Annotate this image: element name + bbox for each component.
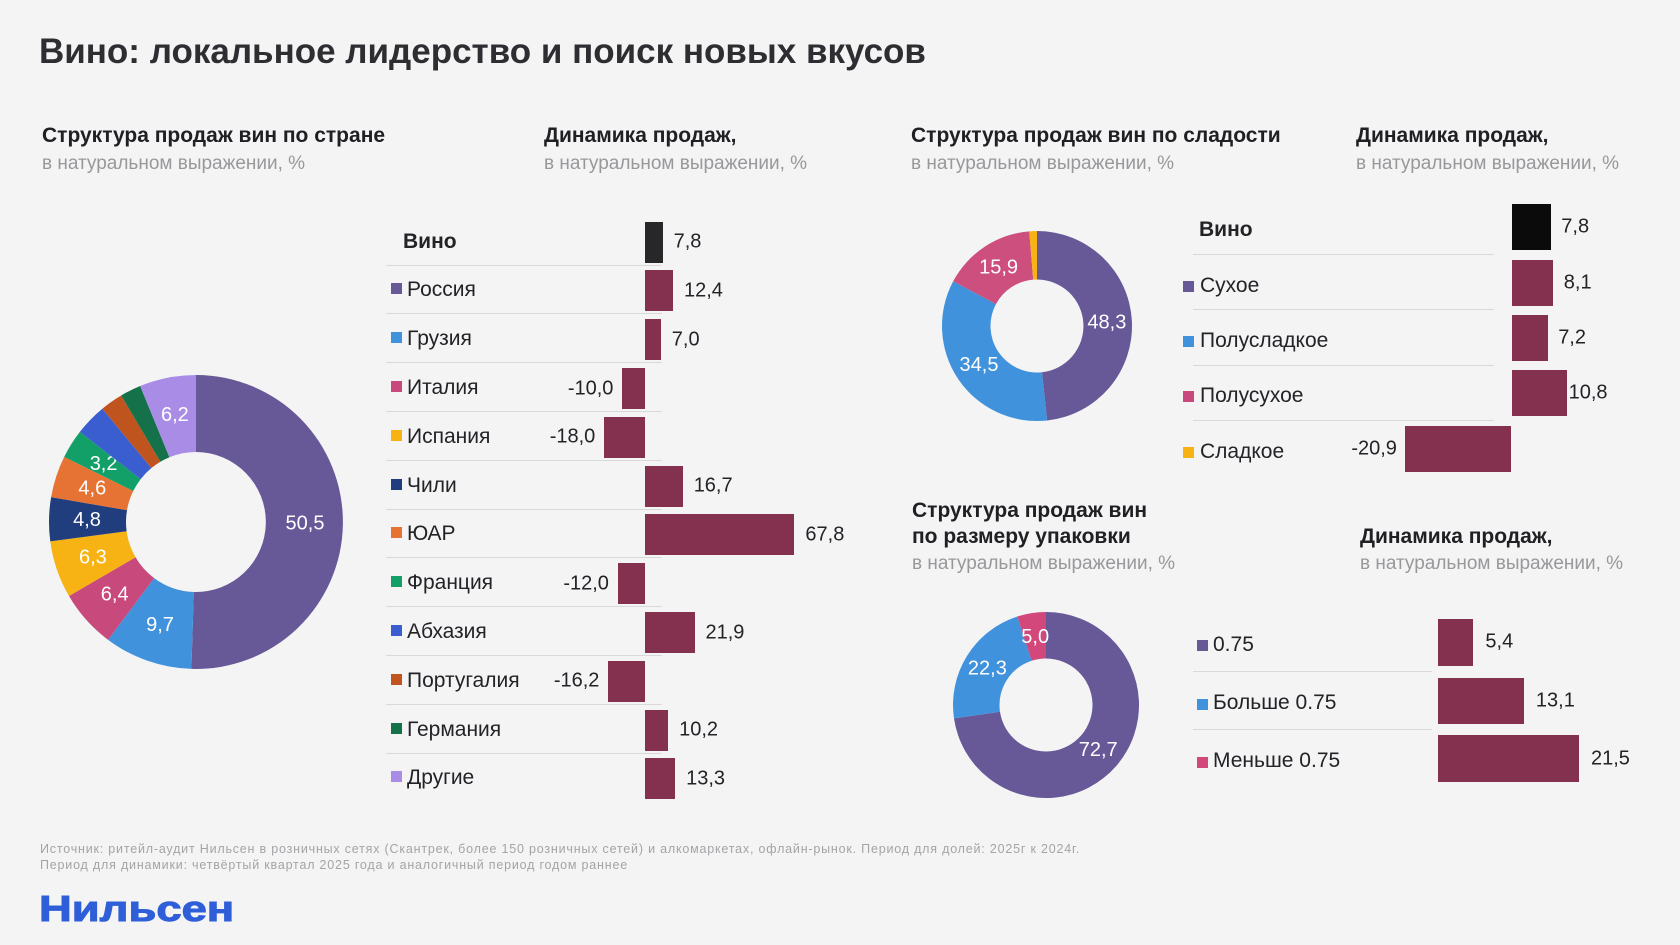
svg-text:48,3: 48,3 xyxy=(1087,311,1126,333)
svg-text:34,5: 34,5 xyxy=(960,354,999,376)
svg-text:9,7: 9,7 xyxy=(146,614,174,636)
svg-text:5,0: 5,0 xyxy=(1021,626,1049,648)
svg-text:50,5: 50,5 xyxy=(286,513,325,535)
svg-text:4,6: 4,6 xyxy=(78,477,106,499)
svg-text:15,9: 15,9 xyxy=(979,257,1018,279)
svg-text:6,2: 6,2 xyxy=(161,404,189,426)
svg-text:4,8: 4,8 xyxy=(73,509,101,531)
svg-text:3,2: 3,2 xyxy=(90,453,118,475)
svg-text:6,4: 6,4 xyxy=(101,584,129,606)
svg-text:72,7: 72,7 xyxy=(1079,739,1118,761)
svg-text:6,3: 6,3 xyxy=(79,546,107,568)
svg-text:22,3: 22,3 xyxy=(968,658,1007,680)
